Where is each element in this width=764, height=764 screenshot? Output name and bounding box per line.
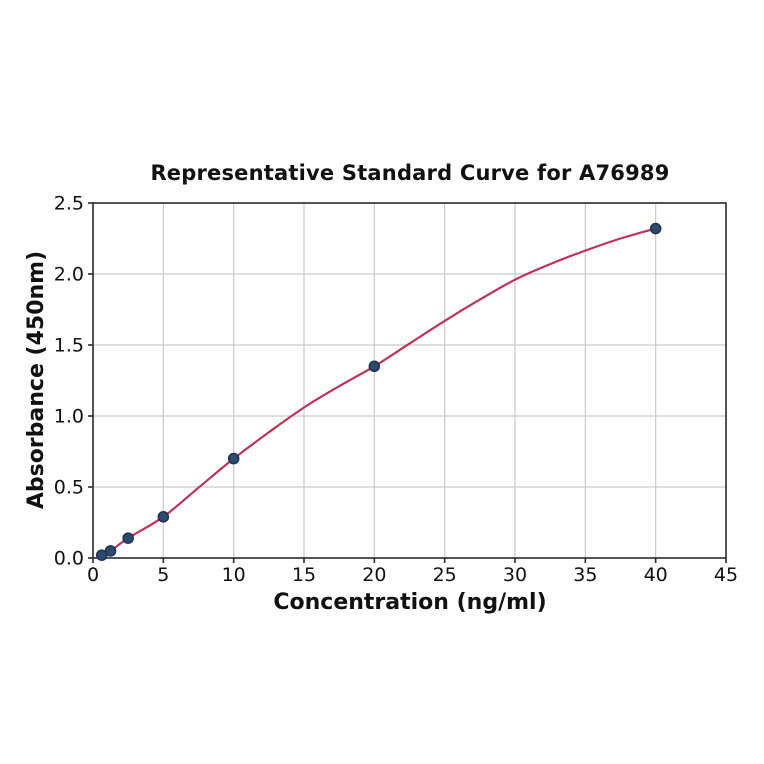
fit-curve-line: [100, 227, 656, 557]
data-point: [649, 222, 662, 235]
x-tick-label: 15: [292, 564, 316, 586]
y-tick-label: 2.0: [54, 264, 84, 286]
y-tick-label: 0.0: [54, 548, 84, 570]
x-tick-label: 10: [222, 564, 246, 586]
x-tick-label: 35: [573, 564, 597, 586]
data-point: [157, 511, 170, 523]
y-tick-label: 0.5: [54, 477, 84, 499]
data-point: [227, 452, 240, 465]
plot-border: [92, 202, 727, 559]
x-axis-title: Concentration (ng/ml): [273, 590, 547, 615]
x-tick-label: 25: [433, 564, 457, 586]
x-tick-label: 45: [714, 564, 738, 586]
x-tick-label: 30: [503, 564, 527, 586]
y-tick-label: 1.5: [54, 335, 84, 357]
data-point: [122, 532, 134, 544]
x-tick-label: 0: [87, 564, 99, 586]
y-axis-title: Absorbance (450nm): [24, 250, 49, 510]
y-tick-label: 1.0: [54, 406, 84, 428]
y-tick-label: 2.5: [54, 193, 84, 215]
x-tick-label: 40: [644, 564, 668, 586]
data-point: [104, 545, 117, 557]
x-tick-label: 5: [157, 564, 169, 586]
chart-title: Representative Standard Curve for A76989: [150, 161, 670, 185]
x-tick-label: 20: [362, 564, 386, 586]
data-point: [368, 360, 381, 373]
